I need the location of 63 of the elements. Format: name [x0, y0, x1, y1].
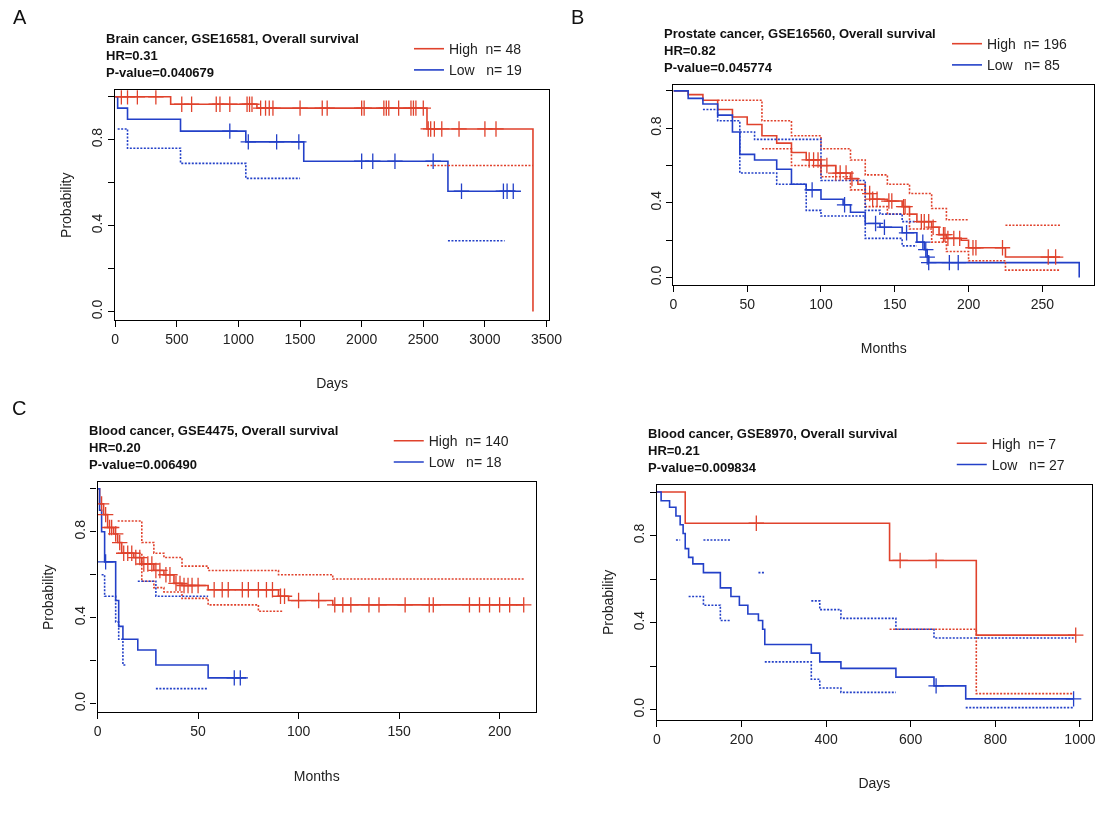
y-tick-label: 0.4	[89, 213, 106, 234]
y-axis-title: Probability	[599, 569, 616, 636]
text: B	[571, 6, 585, 28]
x-tick-label: 600	[899, 730, 923, 747]
x-axis-title: Days	[316, 375, 349, 392]
y-tick-label: 0.4	[631, 610, 648, 631]
x-axis-title: Days	[858, 775, 891, 792]
x-tick-label: 400	[814, 730, 839, 747]
x-tick-label: 1500	[284, 331, 316, 348]
y-tick-label: 0.8	[71, 519, 88, 540]
chart-subtitle: HR=0.31 P-value=0.040679	[106, 47, 215, 80]
chart-subtitle: HR=0.21 P-value=0.009834	[648, 442, 757, 475]
y-tick-label: 0.4	[71, 605, 88, 626]
x-tick-label: 2500	[407, 331, 440, 348]
x-tick-label: 100	[809, 296, 833, 313]
x-tick-label: 200	[956, 296, 981, 313]
chart-subtitle: HR=0.82 P-value=0.045774	[664, 42, 773, 75]
x-tick-label: 50	[190, 723, 207, 740]
chart-subtitle: HR=0.20 P-value=0.006490	[89, 439, 198, 472]
x-tick-label: 1000	[222, 331, 255, 348]
y-tick-label: 0.0	[647, 265, 664, 286]
chart-title: Prostate cancer, GSE16560, Overall survival	[664, 26, 936, 41]
x-tick-label: 0	[652, 730, 661, 747]
chart-title: Brain cancer, GSE16581, Overall survival	[106, 31, 359, 46]
x-tick-label: 150	[883, 296, 907, 313]
x-tick-label: 2000	[346, 331, 378, 348]
x-axis-title: Months	[293, 767, 340, 784]
y-axis-title: Probability	[58, 172, 75, 238]
x-tick-label: 0	[93, 723, 102, 740]
x-axis-title: Months	[860, 340, 907, 357]
y-axis-title: Probability	[40, 564, 57, 631]
legend-label: Low n= 27	[991, 456, 1065, 473]
x-tick-label: 3000	[469, 331, 501, 348]
x-tick-label: 200	[487, 723, 512, 740]
x-tick-label: 800	[983, 730, 1008, 747]
y-tick-label: 0.0	[89, 299, 106, 320]
chart-title: Blood cancer, GSE4475, Overall survival	[89, 423, 339, 438]
legend-label: Low n= 19	[448, 62, 522, 79]
x-tick-label: 50	[739, 296, 756, 313]
legend-label: Low n= 85	[986, 57, 1060, 74]
x-tick-label: 100	[286, 723, 311, 740]
y-tick-label: 0.0	[631, 697, 648, 718]
legend-label: High n= 196	[986, 36, 1067, 53]
x-tick-label: 250	[1030, 296, 1055, 313]
x-tick-label: 1000	[1064, 730, 1096, 747]
text: C	[12, 397, 27, 419]
y-tick-label: 0.4	[647, 190, 664, 211]
x-tick-label: 3500	[530, 331, 563, 348]
legend-label: High n= 48	[448, 41, 522, 58]
x-tick-label: 200	[729, 730, 754, 747]
y-tick-label: 0.8	[631, 523, 648, 544]
x-tick-label: 150	[387, 723, 411, 740]
x-tick-label: 0	[669, 296, 678, 313]
legend-label: High n= 7	[991, 435, 1057, 452]
chart-title: Blood cancer, GSE8970, Overall survival	[648, 426, 898, 441]
x-tick-label: 500	[165, 331, 189, 348]
y-tick-label: 0.0	[71, 691, 88, 712]
text: A	[13, 6, 27, 28]
x-tick-label: 0	[111, 331, 120, 348]
y-tick-label: 0.8	[647, 116, 664, 136]
legend-label: High n= 140	[428, 433, 509, 450]
legend-label: Low n= 18	[428, 454, 502, 471]
y-tick-label: 0.8	[89, 127, 106, 148]
